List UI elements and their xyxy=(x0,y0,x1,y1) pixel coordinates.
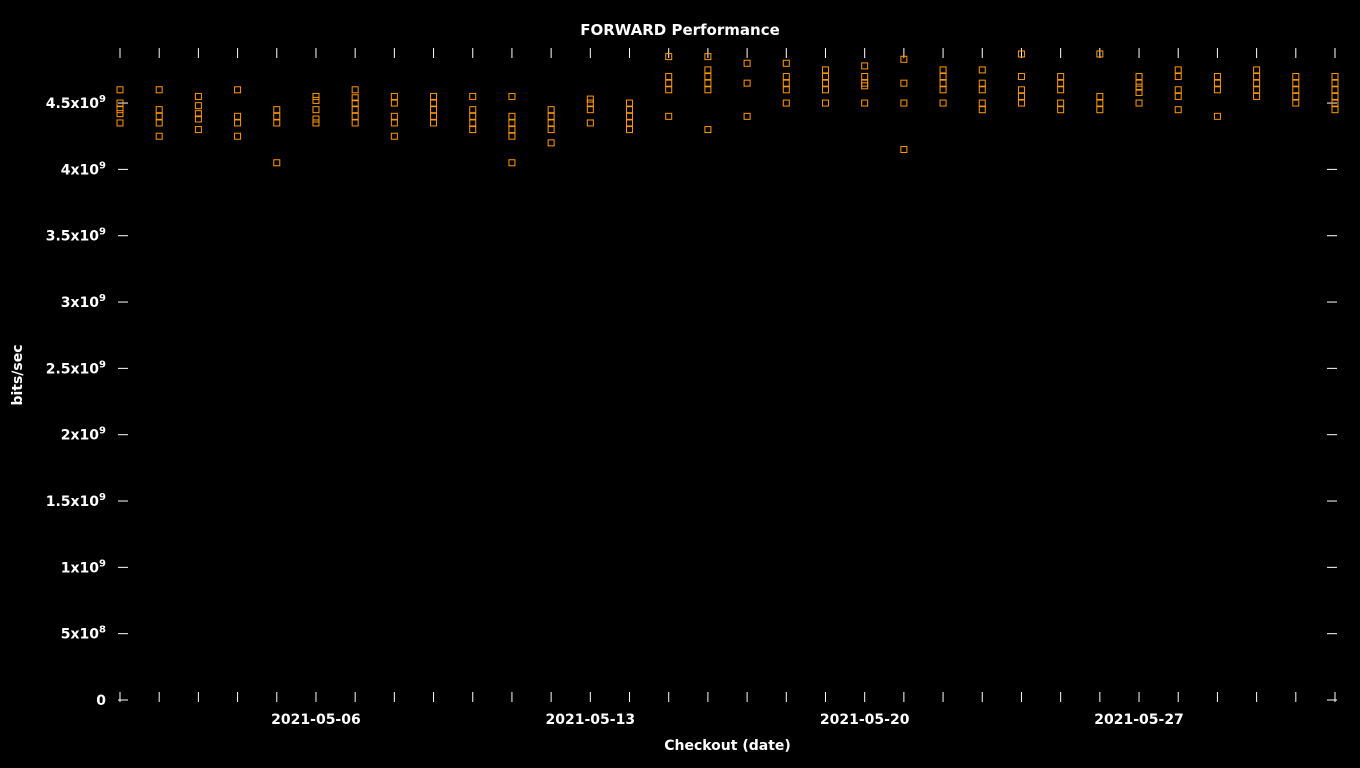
chart-container: FORWARD Performance05x1081x1091.5x1092x1… xyxy=(0,0,1360,768)
x-tick-label: 2021-05-13 xyxy=(546,712,636,728)
y-tick-label: 1.5x109 xyxy=(46,492,106,510)
y-tick-label: 3.5x109 xyxy=(46,227,106,245)
x-tick-label: 2021-05-06 xyxy=(271,712,361,728)
y-tick-label: 2.5x109 xyxy=(46,359,106,377)
y-axis-label: bits/sec xyxy=(10,344,26,405)
chart-background xyxy=(0,0,1360,768)
chart-title: FORWARD Performance xyxy=(580,21,780,39)
scatter-chart: FORWARD Performance05x1081x1091.5x1092x1… xyxy=(0,0,1360,768)
y-tick-label: 4.5x109 xyxy=(46,94,106,112)
y-tick-label: 0 xyxy=(96,693,106,709)
x-tick-label: 2021-05-27 xyxy=(1094,712,1184,728)
x-tick-label: 2021-05-20 xyxy=(820,712,910,728)
x-axis-label: Checkout (date) xyxy=(664,738,791,754)
